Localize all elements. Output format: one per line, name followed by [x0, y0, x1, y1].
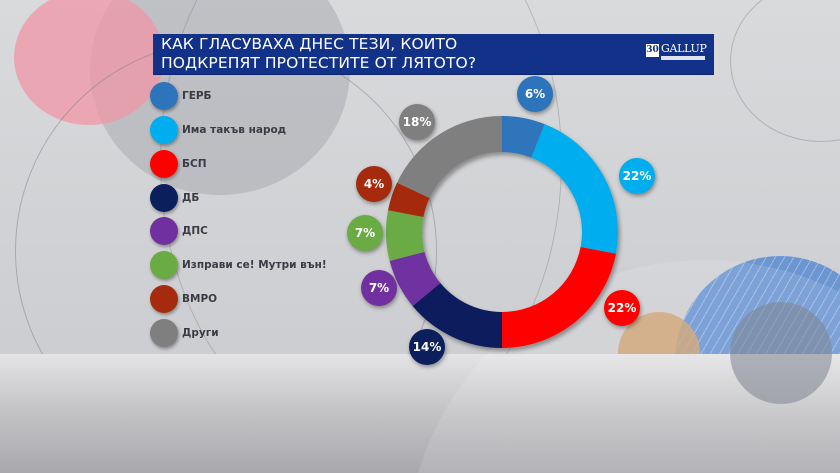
legend-swatch-icon: [150, 285, 178, 313]
donut-segment-1: [502, 116, 545, 158]
value-badge: 22%: [619, 158, 655, 194]
donut-segment-4: [412, 282, 502, 348]
legend-label: Има такъв народ: [182, 124, 287, 136]
gallup-logo: 30 GALLUP: [646, 42, 707, 65]
legend-label: БСП: [182, 158, 207, 170]
legend-label: Изправи се! Мутри вън!: [182, 259, 327, 271]
legend-swatch-icon: [150, 217, 178, 245]
donut-segment-6: [386, 210, 425, 261]
legend-item: Изправи се! Мутри вън!: [150, 250, 327, 280]
title-bar: КАК ГЛАСУВАХА ДНЕС ТЕЗИ, КОИТО ПОДКРЕПЯТ…: [153, 34, 714, 75]
legend-label: ГЕРБ: [182, 90, 212, 102]
value-badge: 7%: [361, 270, 397, 306]
legend-swatch-icon: [150, 150, 178, 178]
bg-dark-gray-circle: [730, 302, 832, 404]
legend-item: ГЕРБ: [150, 81, 212, 111]
donut-segment-7: [388, 182, 430, 218]
legend-label: ВМРО: [182, 293, 218, 305]
donut-segment-2: [531, 124, 618, 254]
legend-item: Има такъв народ: [150, 115, 286, 145]
logo-number: 30: [646, 44, 659, 57]
legend-swatch-icon: [150, 116, 178, 144]
value-badge: 22%: [604, 290, 640, 326]
legend-item: ВМРО: [150, 284, 217, 314]
legend-label: ДПС: [182, 225, 208, 237]
value-badge: 18%: [399, 104, 435, 140]
donut-segment-5: [389, 251, 441, 306]
value-badge: 14%: [409, 329, 445, 365]
donut-segment-8: [397, 116, 502, 198]
chart-title: КАК ГЛАСУВАХА ДНЕС ТЕЗИ, КОИТО ПОДКРЕПЯТ…: [161, 35, 477, 72]
logo-brand: GALLUP: [661, 42, 707, 55]
legend-label: ДБ: [182, 192, 200, 204]
legend-swatch-icon: [150, 82, 178, 110]
legend-item: ДБ: [150, 183, 199, 213]
legend-item: Други: [150, 318, 219, 348]
value-badge: 7%: [347, 215, 383, 251]
legend-swatch-icon: [150, 319, 178, 347]
legend-label: Други: [182, 327, 219, 339]
floor-panel: [0, 354, 840, 473]
logo-subtitle-bar: [661, 56, 705, 60]
value-badge: 6%: [517, 76, 553, 112]
legend-item: ДПС: [150, 216, 208, 246]
donut-segment-3: [502, 246, 616, 348]
legend-swatch-icon: [150, 184, 178, 212]
legend-swatch-icon: [150, 251, 178, 279]
legend-item: БСП: [150, 149, 207, 179]
value-badge: 4%: [356, 166, 392, 202]
